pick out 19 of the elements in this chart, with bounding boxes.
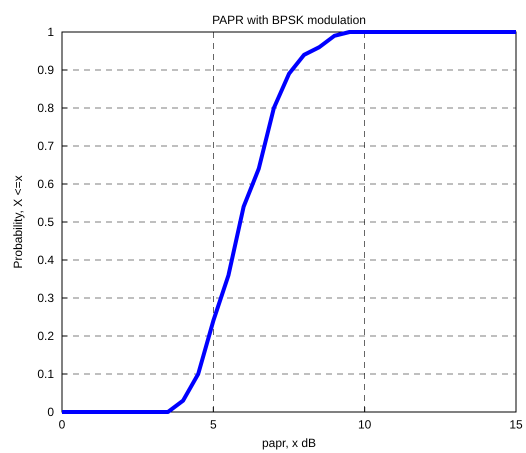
y-tick-label: 0.2 — [37, 328, 54, 343]
y-tick-label: 0.7 — [37, 138, 54, 153]
x-tick-label: 10 — [358, 418, 372, 432]
y-tick-label: 1 — [47, 24, 54, 39]
y-tick-label: 0.5 — [37, 214, 54, 229]
chart-title: PAPR with BPSK modulation — [212, 13, 366, 27]
x-tick-label: 5 — [210, 418, 217, 432]
y-tick-label: 0.1 — [37, 366, 54, 381]
y-tick-label: 0.9 — [37, 62, 54, 77]
y-tick-label: 0.6 — [37, 176, 54, 191]
x-tick-label: 0 — [58, 418, 66, 432]
x-axis-title: papr, x dB — [262, 436, 316, 450]
y-tick-label: 0.4 — [37, 252, 54, 267]
y-tick-label: 0.3 — [37, 290, 54, 305]
y-axis-title: Probability, X <=x — [11, 175, 25, 269]
y-tick-label: 0 — [47, 404, 54, 419]
line-series — [60, 30, 518, 414]
y-tick-label: 0.8 — [37, 100, 54, 115]
x-tick-label: 15 — [509, 418, 523, 432]
